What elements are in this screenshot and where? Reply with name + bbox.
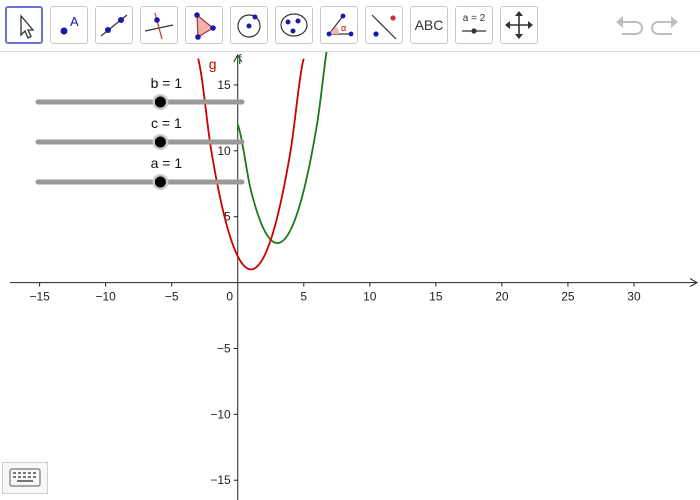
function-plot[interactable]: −15 −10 −5 0 5 10 15 20 25 30 −15 −10 −5 5 10 15 f g b = 1…: [0, 52, 700, 500]
y-tick-label: 5: [224, 210, 231, 224]
y-tick-label: 15: [217, 78, 231, 92]
point-tool-button[interactable]: A: [50, 6, 88, 44]
x-axis-arrow: [689, 278, 699, 288]
slider-tool-button[interactable]: a = 2: [455, 6, 493, 44]
svg-text:A: A: [70, 14, 79, 29]
perpendicular-line-icon: [144, 12, 174, 40]
x-tick-label: 0: [226, 290, 233, 304]
slider-knob[interactable]: [154, 96, 166, 108]
circle-tool-button[interactable]: [230, 6, 268, 44]
x-tick-label: 20: [495, 290, 509, 304]
svg-text:a = 2: a = 2: [463, 13, 486, 24]
keyboard-button[interactable]: [2, 462, 48, 494]
y-axis-arrow: [233, 53, 243, 63]
x-tick-label: 25: [561, 290, 575, 304]
polygon-tool-button[interactable]: [185, 6, 223, 44]
y-tick-label: −15: [210, 473, 231, 487]
reflect-about-line-icon: [371, 14, 397, 40]
y-tick-label: 10: [217, 144, 231, 158]
curve-g[interactable]: [197, 58, 305, 271]
toolbar: A: [0, 0, 700, 52]
y-tick-label: −5: [217, 341, 231, 355]
angle-tool-button[interactable]: α: [320, 6, 358, 44]
ellipse-icon: [280, 13, 308, 37]
slider-b[interactable]: b = 1: [35, 75, 245, 110]
x-tick-label: 15: [429, 290, 443, 304]
point-with-label-icon: A: [60, 14, 79, 35]
undo-icon[interactable]: [612, 12, 644, 40]
move-tool-button[interactable]: [5, 6, 43, 44]
x-tick-label: 5: [300, 290, 307, 304]
line-through-points-icon: [100, 14, 128, 37]
perpendicular-line-tool-button[interactable]: [140, 6, 178, 44]
redo-icon[interactable]: [650, 12, 682, 40]
slider-label: a = 1: [151, 155, 183, 171]
x-tick-label: −15: [29, 290, 50, 304]
y-tick-label: −10: [210, 407, 231, 421]
circle-center-point-icon: [237, 14, 261, 38]
curve-f[interactable]: [236, 52, 330, 244]
cursor-arrow-icon: [20, 14, 35, 39]
x-tick-label: −5: [165, 290, 179, 304]
slider-knob[interactable]: [154, 176, 166, 188]
curve-label-g: g: [209, 56, 217, 72]
slider-knob[interactable]: [154, 136, 166, 148]
graphics-view[interactable]: −15 −10 −5 0 5 10 15 20 25 30 −15 −10 −5 5 10 15 f g b = 1…: [0, 52, 700, 500]
conic-tool-button[interactable]: [275, 6, 313, 44]
move-view-tool-button[interactable]: [500, 6, 538, 44]
slider-icon: a = 2: [462, 13, 486, 34]
x-tick-label: 30: [627, 290, 641, 304]
slider-c[interactable]: c = 1: [35, 115, 245, 150]
line-tool-button[interactable]: [95, 6, 133, 44]
slider-a[interactable]: a = 1: [35, 155, 245, 190]
text-tool-button[interactable]: ABC: [410, 6, 448, 44]
slider-label: b = 1: [151, 75, 183, 91]
x-tick-label: −10: [95, 290, 116, 304]
move-arrows-icon: [505, 11, 533, 39]
polygon-icon: [194, 12, 216, 40]
angle-icon: α: [326, 13, 354, 37]
reflect-tool-button[interactable]: [365, 6, 403, 44]
slider-label: c = 1: [151, 115, 182, 131]
text-tool-label: ABC: [414, 17, 444, 33]
svg-text:α: α: [341, 23, 346, 33]
keyboard-icon: [9, 468, 41, 487]
x-tick-label: 10: [363, 290, 377, 304]
curve-label-f: f: [238, 52, 242, 67]
